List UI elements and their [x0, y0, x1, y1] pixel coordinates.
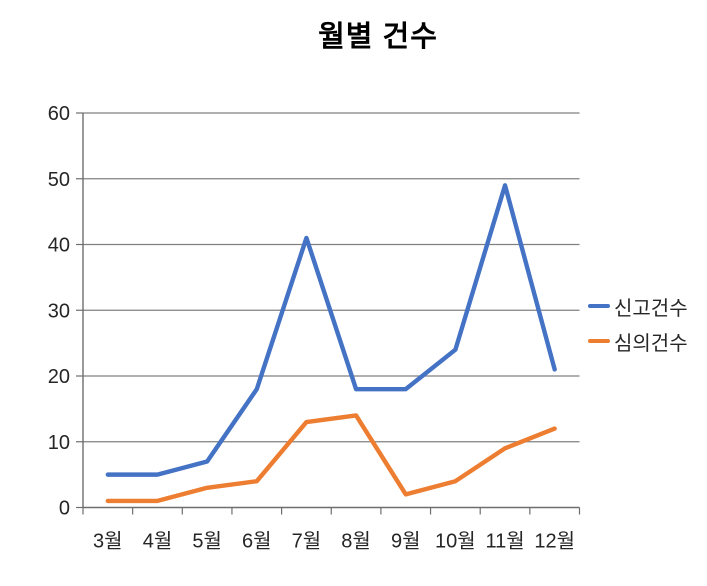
x-axis-label: 5월: [192, 530, 222, 553]
x-axis-label: 10월: [435, 530, 476, 553]
x-axis-label: 4월: [143, 530, 173, 553]
series-line-report-count: [105, 183, 557, 477]
x-axis-label: 3월: [93, 530, 123, 553]
legend-line-swatch-orange: [588, 338, 610, 344]
chart-title: 월별 건수: [318, 21, 438, 53]
y-axis-label: 50: [48, 169, 70, 191]
y-axis-label: 60: [48, 103, 70, 125]
x-axis-label: 8월: [341, 530, 371, 553]
x-axis-label: 11월: [485, 530, 524, 553]
y-axis-label: 0: [59, 498, 70, 520]
legend: 신고건수 심의건수: [588, 294, 688, 364]
legend-label-report-count: 신고건수: [614, 297, 688, 320]
legend-item-review-count: 심의건수: [588, 329, 688, 355]
x-axis-label: 9월: [391, 530, 421, 553]
y-axis-label: 40: [48, 235, 70, 257]
x-axis-label: 6월: [242, 530, 272, 553]
series-line-review-count: [105, 413, 557, 504]
y-axis-label: 10: [48, 432, 70, 454]
legend-line-swatch-blue: [588, 303, 610, 309]
x-axis-label: 7월: [292, 530, 322, 553]
legend-item-report-count: 신고건수: [588, 294, 688, 320]
x-axis-label: 12월: [534, 530, 575, 553]
y-axis-label: 30: [48, 300, 70, 322]
y-axis-label: 20: [48, 366, 70, 388]
legend-label-review-count: 심의건수: [614, 332, 688, 355]
